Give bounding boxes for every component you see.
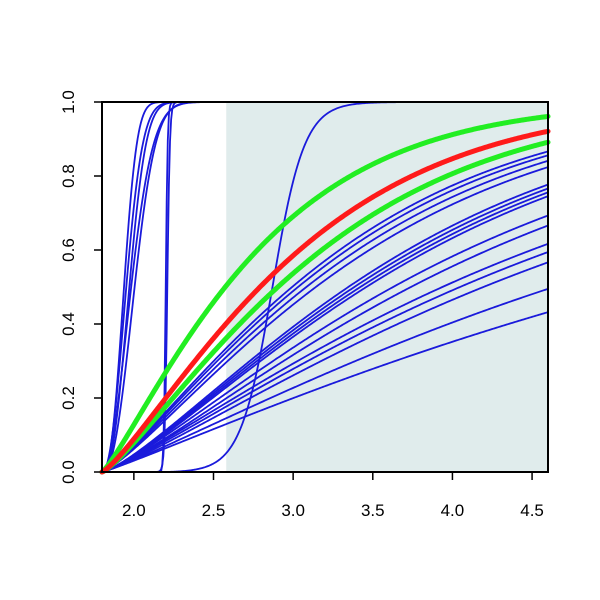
y-tick-label-0: 0.0 [59, 460, 78, 484]
bounds-line-1 [99, 113, 551, 475]
plot-frame [101, 101, 549, 473]
y-tick-label-3: 0.6 [59, 238, 78, 262]
axes: 2.0 2.5 3.0 3.5 4.0 4.5 0.0 0.2 0.4 0.6 0.8 1.0 [59, 90, 549, 520]
y-tick-label-4: 0.8 [59, 164, 78, 188]
samples-line-20 [101, 251, 549, 473]
samples-line-22 [101, 287, 549, 473]
x-tick-label-3: 3.5 [361, 501, 385, 520]
x-tick-label-5: 4.5 [520, 501, 544, 520]
samples-line-21 [101, 261, 549, 473]
samples-line-17 [101, 214, 549, 473]
samples-line-19 [101, 242, 549, 473]
x-tick-label-4: 4.0 [441, 501, 465, 520]
samples-line-13 [101, 183, 549, 473]
bounds-line-2 [99, 139, 551, 475]
samples-line-23 [101, 311, 549, 473]
samples-line-12 [101, 166, 549, 473]
x-tick-label-2: 3.0 [281, 501, 305, 520]
y-tick-label-2: 0.4 [59, 312, 78, 336]
central-line-1 [99, 128, 551, 475]
samples-line-10 [101, 154, 549, 473]
samples-line-16 [101, 195, 549, 473]
x-tick-label-1: 2.5 [202, 501, 226, 520]
y-tick-label-1: 0.2 [59, 386, 78, 410]
y-tick-label-5: 1.0 [59, 90, 78, 114]
samples-line-14 [101, 187, 549, 473]
samples-line-9 [101, 150, 549, 473]
x-tick-label-0: 2.0 [122, 501, 146, 520]
samples-line-15 [101, 191, 549, 473]
samples-line-11 [101, 159, 549, 473]
samples-line-18 [101, 224, 549, 473]
